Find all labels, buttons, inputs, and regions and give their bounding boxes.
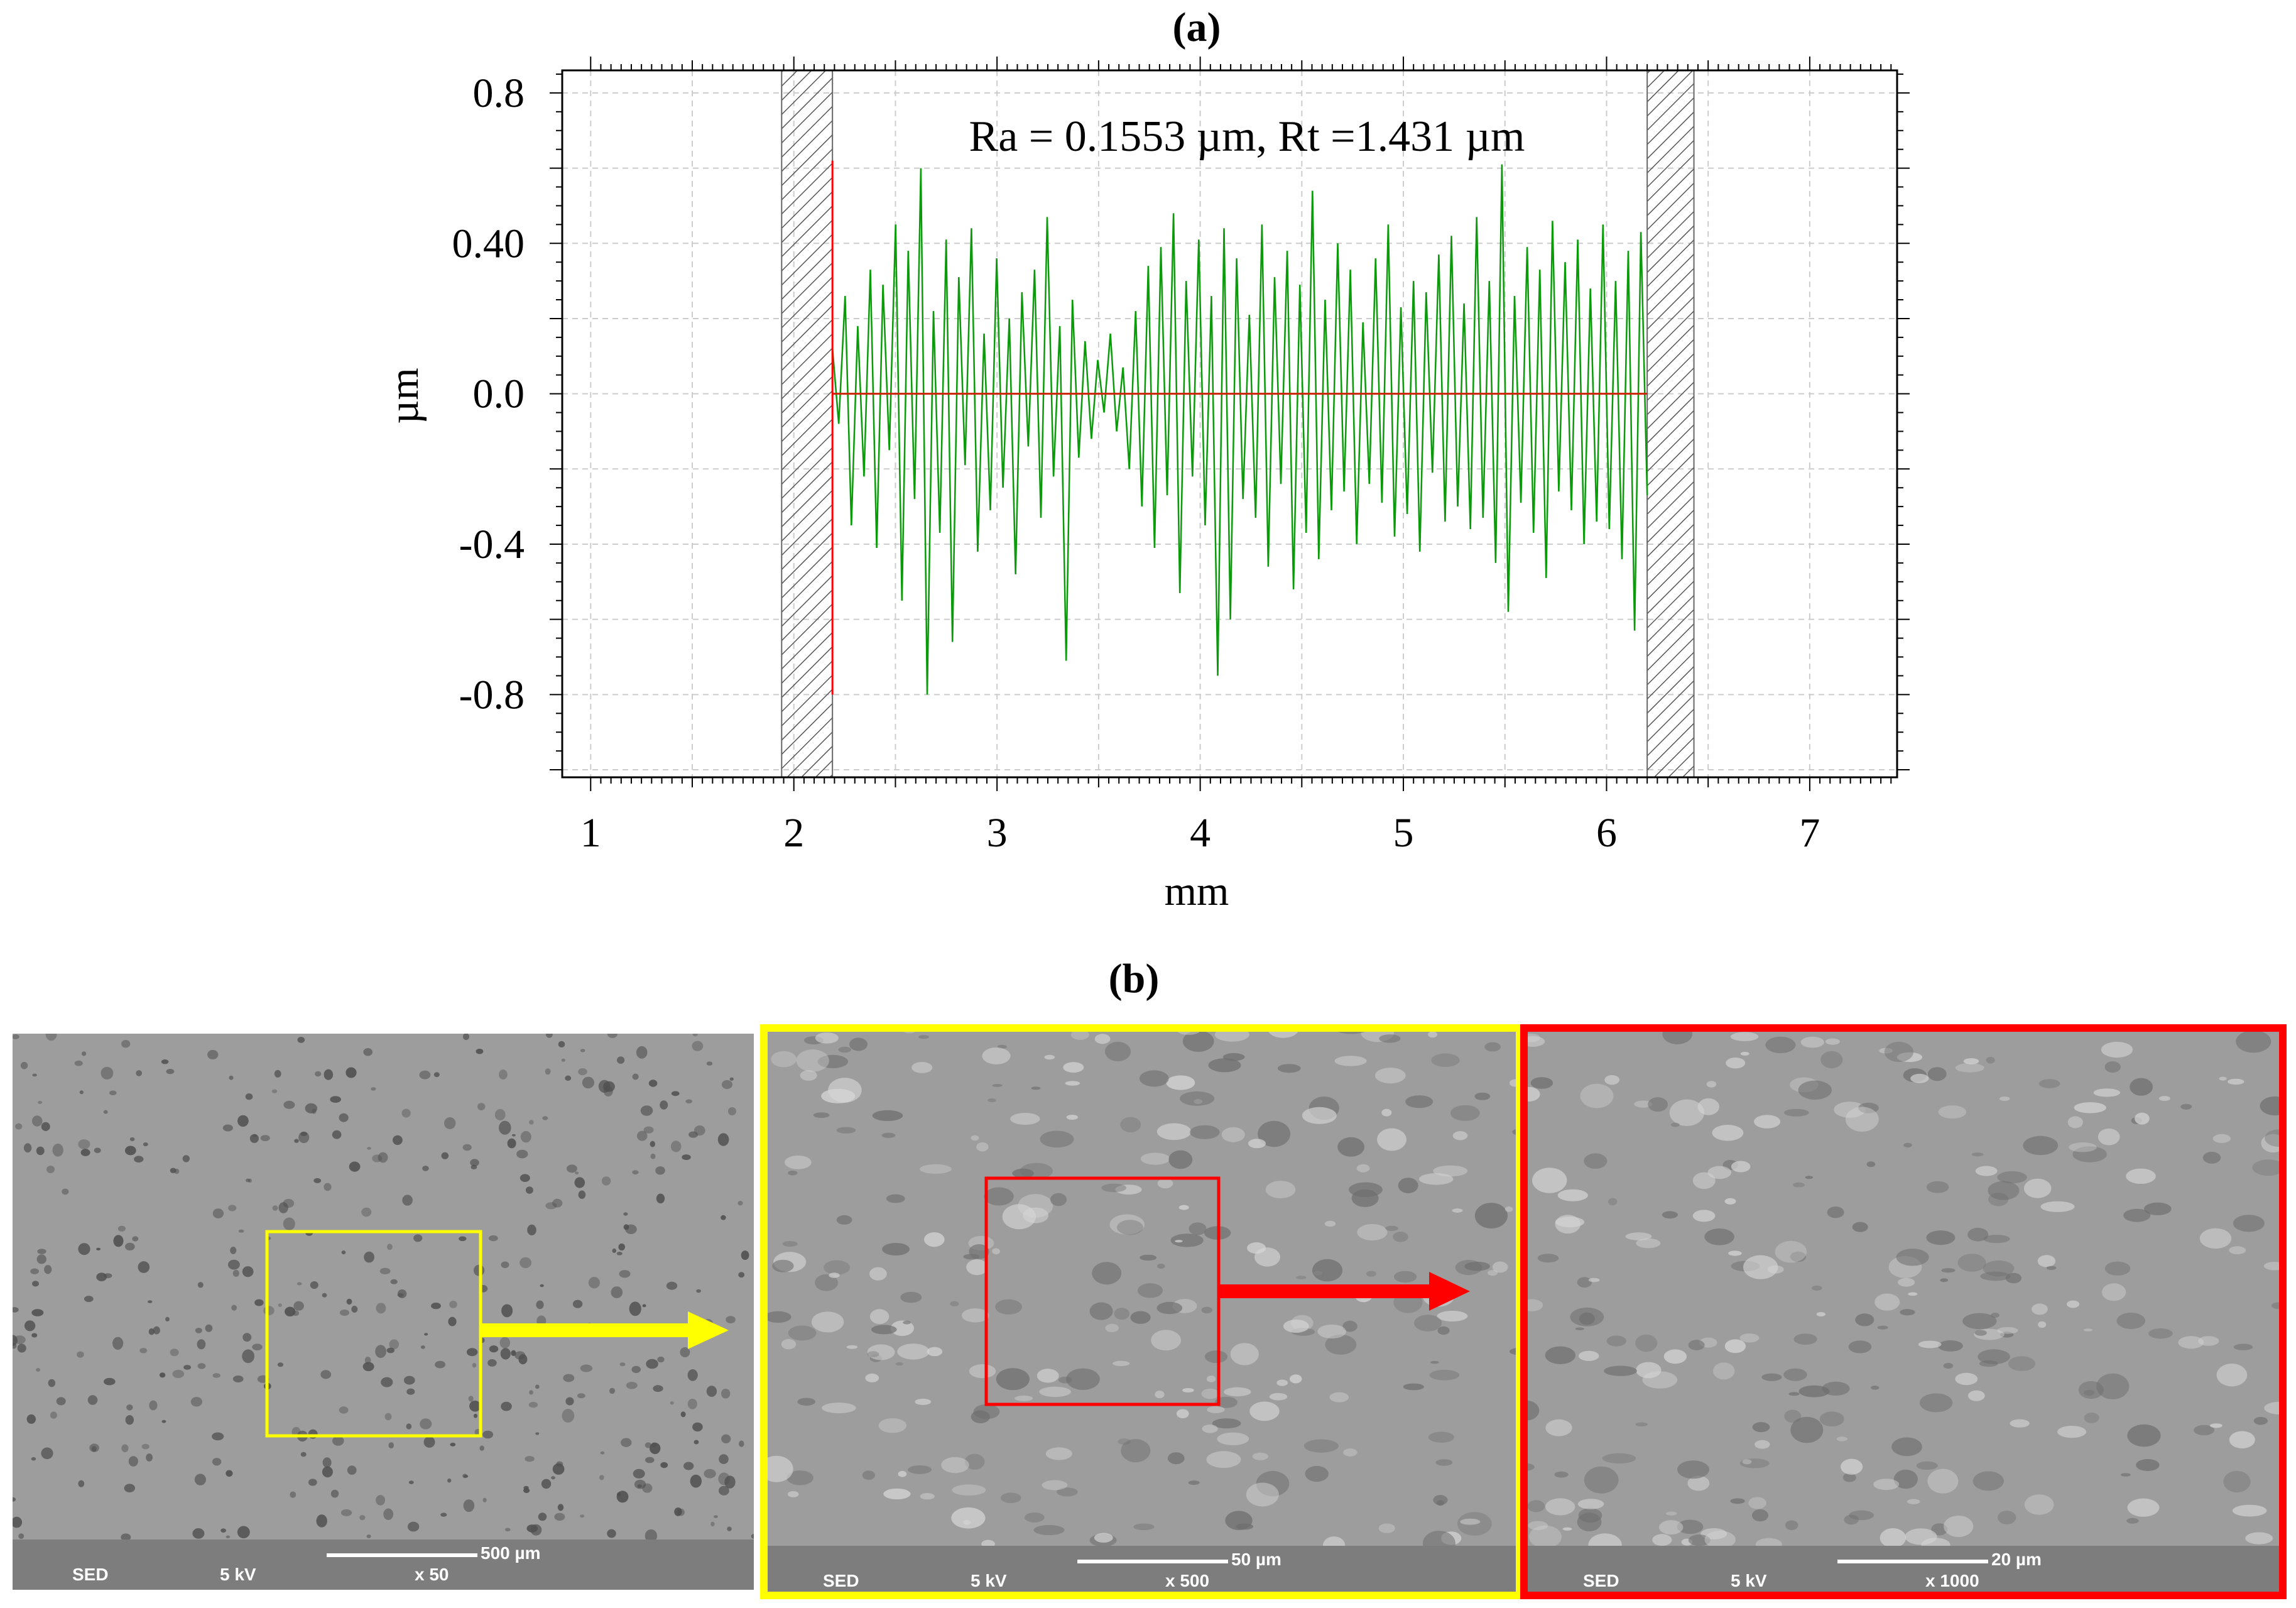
tick-layer	[550, 57, 1910, 791]
sem-voltage: 5 kV	[971, 1571, 1007, 1590]
sem-scale-label: 500 µm	[481, 1543, 541, 1563]
y-tick-label: 0.40	[452, 221, 525, 266]
panel-b-label: (b)	[1108, 956, 1160, 1002]
sem-info-bar	[763, 1546, 1520, 1596]
sem-scale-bar	[327, 1553, 477, 1557]
sem-info-bar	[13, 1540, 754, 1590]
sem-scale-bar	[1077, 1560, 1228, 1563]
zoom-frame-red	[1520, 1024, 2287, 1599]
sem-info-bar	[1523, 1546, 2283, 1596]
y-tick-label: -0.8	[459, 672, 525, 718]
panel-a-label: (a)	[1172, 4, 1221, 50]
sem-scale-bar	[1837, 1560, 1988, 1563]
sem-scale-label: 50 µm	[1231, 1550, 1281, 1569]
sem-image-1: SED 5 kV x 50 500 µm	[13, 1034, 754, 1590]
sem-image-3: SED 5 kV x 1000 20 µm	[1523, 1027, 2283, 1596]
x-tick-label: 7	[1799, 810, 1820, 856]
excluded-region-2	[1646, 70, 1695, 778]
x-tick-label: 1	[580, 810, 601, 856]
sem-detector: SED	[823, 1571, 859, 1590]
roughness-chart: 1 2 3 4 5 6 7 0.8 0.40 0.0 -0.4 -0.8 mm µm Ra = 0.1553…	[381, 57, 1910, 914]
x-tick-label: 2	[783, 810, 804, 856]
x-tick-label: 3	[987, 810, 1008, 856]
sem-texture	[13, 1034, 754, 1543]
label-layer: 1 2 3 4 5 6 7 0.8 0.40 0.0 -0.4 -0.8 mm µm Ra = 0.1553…	[381, 70, 1820, 914]
sem-voltage: 5 kV	[1731, 1571, 1767, 1590]
x-axis-label: mm	[1165, 868, 1229, 914]
sem-scale-label: 20 µm	[1991, 1550, 2042, 1569]
roughness-annotation: Ra = 0.1553 µm, Rt =1.431 µm	[969, 112, 1525, 161]
series-layer	[831, 160, 1648, 695]
sem-magnification: x 1000	[1925, 1571, 1979, 1590]
x-tick-label: 5	[1393, 810, 1414, 856]
profile-series-line	[831, 164, 1648, 695]
sem-magnification: x 50	[415, 1565, 449, 1584]
plot-frame	[561, 69, 1898, 779]
x-tick-label: 6	[1596, 810, 1617, 856]
sem-voltage: 5 kV	[220, 1565, 256, 1584]
y-axis-label: µm	[381, 368, 427, 424]
sem-texture	[1523, 1027, 2283, 1557]
excluded-region-1	[781, 70, 834, 778]
sem-magnification: x 500	[1165, 1571, 1210, 1590]
grid-layer	[562, 70, 1897, 777]
sem-detector: SED	[72, 1565, 109, 1584]
sem-detector: SED	[1583, 1571, 1619, 1590]
x-tick-label: 4	[1190, 810, 1211, 856]
y-tick-label: 0.0	[473, 371, 525, 417]
y-tick-label: -0.4	[459, 522, 525, 567]
zoom-frame-yellow	[760, 1024, 1523, 1599]
y-tick-label: 0.8	[473, 70, 525, 116]
